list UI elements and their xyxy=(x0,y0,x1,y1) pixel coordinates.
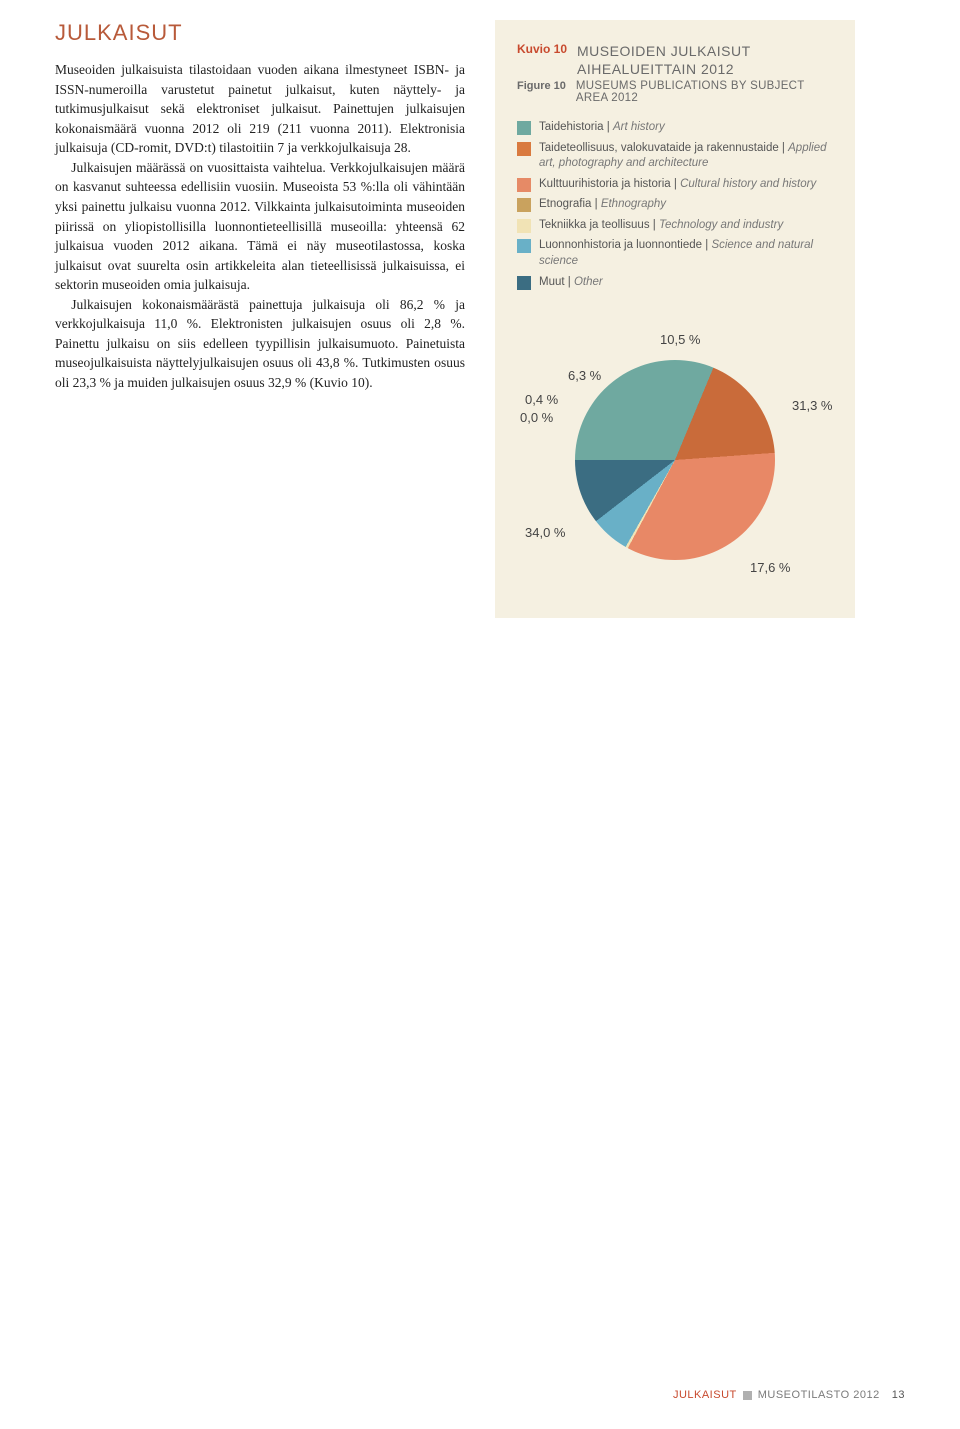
pie-chart: 31,3 % 17,6 % 34,0 % 0,0 % 0,4 % 6,3 % 10,5 % xyxy=(520,310,830,590)
footer-page-number: 13 xyxy=(892,1389,905,1401)
legend-item: Tekniikka ja teollisuus | Technology and… xyxy=(517,218,833,234)
footer-square-icon xyxy=(743,1391,752,1400)
legend-text: Taidehistoria | Art history xyxy=(539,120,833,136)
legend-swatch xyxy=(517,198,531,212)
page-footer: JULKAISUT MUSEOTILASTO 2012 13 xyxy=(673,1389,905,1401)
pie-percent-label: 17,6 % xyxy=(750,560,790,575)
chart-figure-label: Figure 10 xyxy=(517,80,566,92)
chart-title: MUSEOIDEN JULKAISUT AIHEALUEITTAIN 2012 xyxy=(577,42,833,78)
legend-item: Etnografia | Ethnography xyxy=(517,197,833,213)
legend-swatch xyxy=(517,142,531,156)
legend-swatch xyxy=(517,219,531,233)
paragraph: Julkaisujen kokonaismäärästä painettuja … xyxy=(55,295,465,393)
footer-publication: MUSEOTILASTO 2012 xyxy=(758,1389,880,1401)
pie-graphic xyxy=(575,360,775,560)
chart-subheader: Figure 10 MUSEUMS PUBLICATIONS BY SUBJEC… xyxy=(517,80,833,104)
pie-percent-label: 34,0 % xyxy=(525,525,565,540)
legend-swatch xyxy=(517,178,531,192)
pie-percent-label: 10,5 % xyxy=(660,332,700,347)
paragraph: Museoiden julkaisuista tilastoidaan vuod… xyxy=(55,60,465,158)
legend-item: Kulttuurihistoria ja historia | Cultural… xyxy=(517,177,833,193)
legend-item: Luonnonhistoria ja luonnontiede | Scienc… xyxy=(517,238,833,269)
chart-column: Kuvio 10 MUSEOIDEN JULKAISUT AIHEALUEITT… xyxy=(495,20,855,618)
pie-percent-label: 6,3 % xyxy=(568,368,601,383)
chart-subtitle: MUSEUMS PUBLICATIONS BY SUBJECT AREA 201… xyxy=(576,80,833,104)
pie-percent-label: 31,3 % xyxy=(792,398,832,413)
legend: Taidehistoria | Art history Taideteollisu… xyxy=(517,120,833,290)
legend-item: Muut | Other xyxy=(517,275,833,291)
chart-box: Kuvio 10 MUSEOIDEN JULKAISUT AIHEALUEITT… xyxy=(495,20,855,618)
paragraph: Julkaisujen määrässä on vuosittaista vai… xyxy=(55,158,465,295)
legend-swatch xyxy=(517,276,531,290)
footer-section: JULKAISUT xyxy=(673,1389,737,1401)
legend-text: Kulttuurihistoria ja historia | Cultural… xyxy=(539,177,833,193)
chart-kuvio-label: Kuvio 10 xyxy=(517,42,567,56)
legend-item: Taidehistoria | Art history xyxy=(517,120,833,136)
legend-text: Taideteollisuus, valokuvataide ja rakenn… xyxy=(539,141,833,172)
legend-text: Luonnonhistoria ja luonnontiede | Scienc… xyxy=(539,238,833,269)
chart-header: Kuvio 10 MUSEOIDEN JULKAISUT AIHEALUEITT… xyxy=(517,42,833,78)
body-text: Museoiden julkaisuista tilastoidaan vuod… xyxy=(55,60,465,393)
legend-text: Muut | Other xyxy=(539,275,833,291)
legend-item: Taideteollisuus, valokuvataide ja rakenn… xyxy=(517,141,833,172)
pie-percent-label: 0,4 % xyxy=(525,392,558,407)
pie-percent-label: 0,0 % xyxy=(520,410,553,425)
legend-swatch xyxy=(517,239,531,253)
text-column: JULKAISUT Museoiden julkaisuista tilasto… xyxy=(55,20,465,618)
legend-swatch xyxy=(517,121,531,135)
section-title: JULKAISUT xyxy=(55,20,465,46)
legend-text: Etnografia | Ethnography xyxy=(539,197,833,213)
legend-text: Tekniikka ja teollisuus | Technology and… xyxy=(539,218,833,234)
